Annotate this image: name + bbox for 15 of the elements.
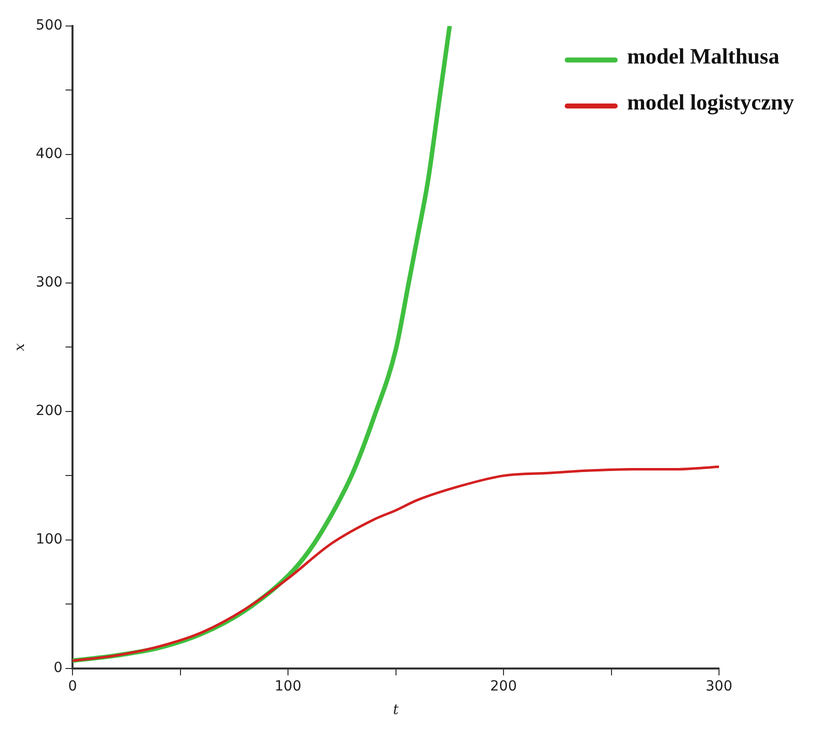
y-tick-label: 200 [36, 403, 63, 420]
legend-label: model Malthusa [627, 44, 780, 69]
line-series [72, 465, 719, 662]
y-axis-title: x [12, 343, 28, 352]
x-tick-label: 200 [490, 678, 517, 694]
y-tick-label: 100 [36, 532, 63, 548]
legend-label: model logistyczny [627, 90, 794, 115]
x-tick-label: 100 [274, 678, 302, 694]
y-tick-label: 500 [36, 18, 63, 34]
y-tick-label: 0 [54, 660, 63, 676]
x-tick-label: 0 [68, 678, 77, 694]
x-tick-label: 300 [706, 678, 732, 694]
x-axis-title: t [392, 702, 399, 718]
y-tick-label: 300 [36, 274, 63, 291]
y-tick-label: 400 [36, 146, 63, 162]
